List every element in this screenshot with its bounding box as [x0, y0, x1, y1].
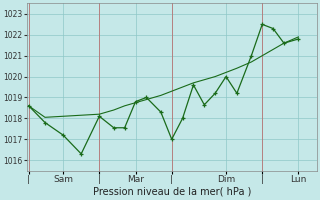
X-axis label: Pression niveau de la mer( hPa ): Pression niveau de la mer( hPa ) — [92, 187, 251, 197]
